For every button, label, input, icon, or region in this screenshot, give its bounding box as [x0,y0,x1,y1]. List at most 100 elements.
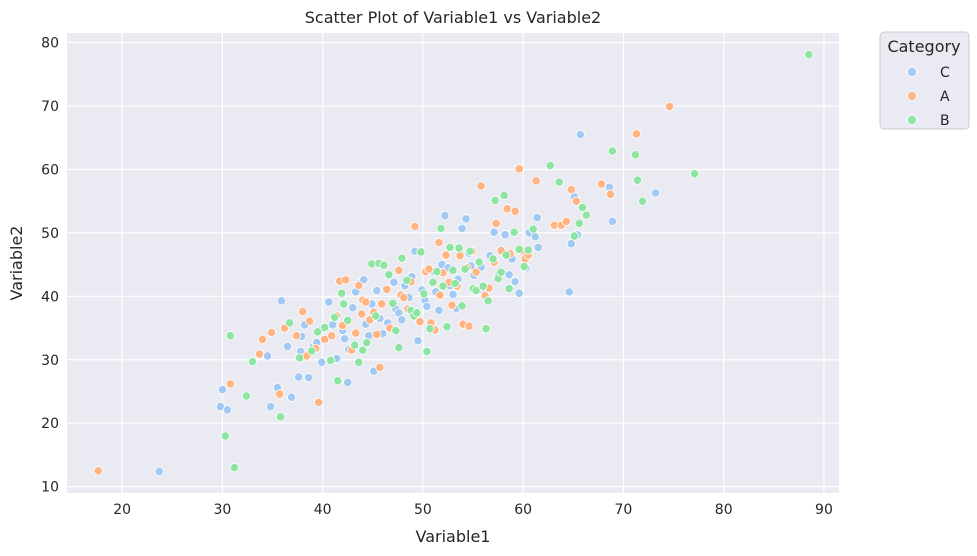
data-point-b [504,284,514,294]
data-point-a [225,379,236,389]
x-tick-label: 50 [414,502,432,518]
data-point-a [561,216,571,227]
data-point-c [566,239,576,249]
data-point-b [574,218,584,228]
data-point-c [422,301,432,312]
y-tick-label: 70 [41,99,59,115]
data-point-b [388,298,398,308]
legend-title: Category [887,37,960,56]
data-point-b [362,338,372,348]
data-point-b [343,315,353,326]
data-point-b [371,311,381,321]
data-point-c [343,377,353,388]
data-point-c [489,227,499,237]
data-point-b [465,246,475,256]
data-point-c [276,296,287,306]
data-point-c [504,270,514,280]
data-point-c [265,402,276,412]
data-point-b [247,357,258,367]
data-point-a [361,297,371,307]
data-point-a [357,309,367,319]
scatter-points [93,49,814,477]
data-point-c [217,384,228,395]
data-point-b [326,355,336,365]
data-point-c [533,242,543,253]
data-point-c [304,372,314,383]
data-point-a [502,204,512,214]
data-point-a [327,331,337,341]
data-point-b [450,279,460,289]
data-point-b [454,243,464,253]
data-point-b [554,177,564,187]
data-point-a [394,265,404,275]
x-tick-label: 60 [514,502,532,518]
data-point-b [483,296,493,306]
legend-label-a: A [940,89,950,105]
data-point-c [286,392,297,402]
data-point-b [501,250,511,260]
grid-lines [67,33,839,493]
data-point-b [690,169,700,179]
data-point-b [358,345,368,355]
data-point-b [425,324,435,334]
data-point-a [424,264,434,274]
data-point-c [293,372,304,382]
data-point-b [523,245,533,255]
data-point-b [432,266,442,277]
data-point-b [804,49,814,60]
data-point-b [496,267,506,277]
data-point-c [514,288,524,298]
data-point-a [664,102,675,112]
data-point-a [571,196,581,206]
data-point-a [566,185,576,195]
data-point-c [397,315,407,325]
data-point-a [254,349,265,359]
data-point-a [399,292,409,303]
data-point-a [354,280,364,291]
legend-box [879,31,970,130]
data-point-b [514,244,524,254]
data-point-c [348,303,358,313]
data-point-a [464,321,474,331]
data-point-b [384,270,394,280]
tick-labels: 20 30 40 50 60 70 80 90 10 20 30 40 50 60 70 80 [41,36,833,518]
data-point-c [530,232,540,242]
data-point-c [575,129,585,140]
data-point-c [282,341,293,352]
data-point-a [476,181,486,191]
x-tick-label: 90 [815,502,833,518]
data-point-b [499,190,509,201]
data-point-a [314,397,324,407]
data-point-b [284,318,295,328]
data-point-a [341,275,351,285]
data-point-a [434,237,444,247]
data-point-b [474,257,484,267]
data-point-b [333,376,343,386]
y-tick-label: 40 [41,289,59,305]
data-point-b [339,299,349,309]
data-point-a [410,221,420,232]
data-point-c [340,334,350,344]
data-point-c [434,305,444,315]
x-tick-label: 80 [715,502,733,518]
data-point-b [428,277,438,287]
data-point-b [350,340,360,350]
data-point-b [397,253,407,263]
data-point-b [225,331,236,341]
data-point-b [307,346,317,356]
data-point-b [436,223,446,234]
data-point-c [372,285,382,296]
data-point-b [295,353,305,363]
data-point-a [372,329,382,339]
data-point-a [377,299,387,309]
data-point-c [564,287,574,297]
data-point-b [412,308,422,318]
data-point-b [528,224,538,234]
data-point-c [328,320,338,330]
data-point-b [442,322,452,332]
y-tick-label: 30 [41,353,59,369]
x-tick-label: 40 [314,502,332,518]
data-point-a [510,206,520,216]
data-point-b [320,322,330,332]
